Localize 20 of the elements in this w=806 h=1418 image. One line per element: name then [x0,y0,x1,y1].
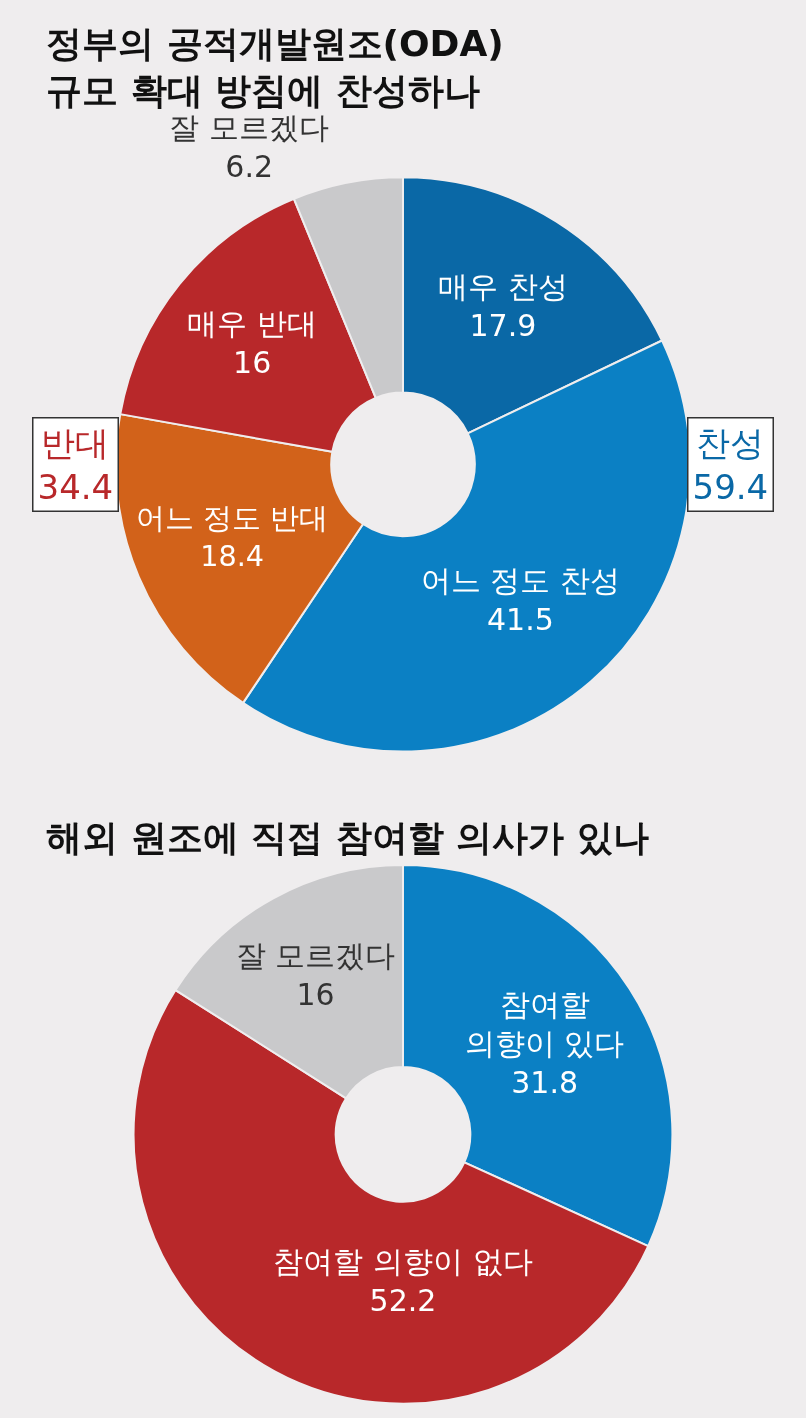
data-label: 52.2 [369,1283,437,1319]
data-label: 31.8 [511,1064,578,1100]
data-label: 18.4 [200,538,265,573]
slice-label: 참여할 의향이 있다 [464,986,625,1061]
slice-label: 매우 반대 [187,305,317,341]
data-label: 17.9 [469,307,537,343]
slice-label: 잘 모르겠다 [169,110,329,146]
slice-label: 잘 모르겠다 [235,938,396,974]
data-label: 16 [233,344,272,380]
data-label: 16 [296,976,335,1012]
chart-title: 정부의 공적개발원조(ODA) 규모 확대 방침에 찬성하나 [46,23,504,111]
text: 반대 34.4 [37,422,114,507]
slice-label: 어느 정도 반대 [136,501,329,536]
slice-label: 어느 정도 찬성 [420,563,620,599]
slice-label: 참여할 의향이 없다 [273,1244,533,1280]
text: 찬성 59.4 [692,422,769,507]
data-label: 6.2 [225,149,274,185]
data-label: 41.5 [487,602,554,638]
slice-label: 매우 찬성 [438,268,568,304]
chart-title: 해외 원조에 직접 참여할 의사가 있나 [46,817,649,858]
